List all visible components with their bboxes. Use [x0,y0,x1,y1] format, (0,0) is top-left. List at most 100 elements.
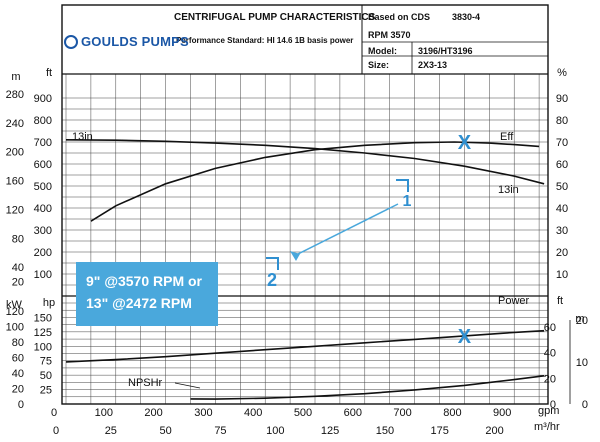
chart-axes [61,4,571,405]
model-label: Model: [368,46,397,56]
marker-bracket [266,257,279,270]
curve-npshr [190,375,545,400]
x-tick-gpm: 300 [194,407,212,419]
y-tick-head-ft: 100 [34,269,52,281]
y-tick-eff: 80 [556,115,568,127]
based-on-label: Based on CDS [368,12,431,22]
x-tick-m3hr: 200 [485,425,503,437]
x-tick-m3hr: 25 [105,425,117,437]
y-label-power-kw: kW [6,299,23,311]
curve-label-eff: Eff [500,131,514,143]
y-tick-eff: 30 [556,225,568,237]
callout-box: 9" @3570 RPM or 13" @2472 RPM [76,262,218,326]
y-tick-npsh-m: 20 [576,315,588,327]
y-tick-power-hp: 50 [40,370,52,382]
y-label-head-m: m [11,71,20,83]
y-tick-head-ft: 400 [34,203,52,215]
brand-name: GOULDS PUMPS [81,34,189,49]
y-tick-head-ft: 600 [34,159,52,171]
y-tick-eff: 40 [556,203,568,215]
x-tick-gpm: 100 [95,407,113,419]
marker-2: 2 [267,270,277,290]
y-tick-head-ft: 800 [34,115,52,127]
y-tick-npsh-ft: 40 [544,348,556,360]
model-value: 3196/HT3196 [418,46,473,56]
y-tick-eff: 60 [556,159,568,171]
x-tick-m3hr: 175 [431,425,449,437]
y-label-power-hp: hp [43,297,55,309]
y-tick-power-hp: 100 [34,341,52,353]
y-tick-head-m: 80 [12,233,24,245]
bep-marker-x: X [458,326,472,348]
curve-label-head-left: 13in [72,131,93,143]
based-on-value: 3830-4 [452,12,481,22]
y-tick-head-ft: 700 [34,137,52,149]
x-tick-gpm: 900 [493,407,511,419]
x-tick-m3hr: 100 [266,425,284,437]
y-tick-power-kw: 20 [12,384,24,396]
y-tick-power-hp: 25 [40,385,52,397]
x-tick-m3hr: 150 [376,425,394,437]
chart-title: CENTRIFUGAL PUMP CHARACTERISTICS [174,12,376,23]
y-tick-head-ft: 900 [34,93,52,105]
x-tick-gpm: 700 [393,407,411,419]
curve-label-npsh: NPSHr [128,377,163,389]
marker-bracket [396,179,409,192]
y-tick-head-m: 240 [6,118,24,130]
x-tick-m3hr: 75 [214,425,226,437]
x-tick-m3hr: 0 [53,425,59,437]
curve-label-power: Power [498,295,530,307]
bep-marker-x: X [458,132,472,154]
x-tick-gpm: 400 [244,407,262,419]
goulds-logo-icon [64,35,78,49]
curve-eff [90,141,540,222]
curve-label-head-right: 13in [498,184,519,196]
y-tick-head-m: 20 [12,277,24,289]
x-tick-m3hr: 50 [160,425,172,437]
brand-logo: GOULDS PUMPS [64,34,189,49]
y-tick-npsh-ft: 0 [550,399,556,411]
y-tick-power-hp: 75 [40,356,52,368]
curve-power [65,329,545,363]
y-tick-power-hp: 125 [34,327,52,339]
y-tick-head-m: 280 [6,89,24,101]
y-tick-power-kw: 40 [12,368,24,380]
size-value: 2X3-13 [418,60,448,70]
x-tick-m3hr: 125 [321,425,339,437]
y-tick-head-m: 120 [6,204,24,216]
y-label-head-ft: ft [46,67,52,79]
marker-1: 1 [403,193,412,210]
y-tick-npsh-ft: 60 [544,322,556,334]
x-tick-gpm: 500 [294,407,312,419]
x-tick-gpm: 200 [144,407,162,419]
y-tick-head-ft: 500 [34,181,52,193]
y-tick-eff: 90 [556,93,568,105]
arrow-head [290,251,300,261]
arrow-line [293,203,399,257]
y-tick-eff: 20 [556,247,568,259]
chart-frame [61,4,549,405]
y-tick-eff: 10 [556,269,568,281]
y-tick-eff: 50 [556,181,568,193]
y-tick-power-kw: 100 [6,322,24,334]
x-label-gpm: gpm [538,405,559,417]
y-tick-npsh-ft: 20 [544,373,556,385]
y-tick-head-m: 160 [6,176,24,188]
rpm-label: RPM 3570 [368,30,411,40]
y-tick-head-m: 200 [6,147,24,159]
size-label: Size: [368,60,390,70]
x-tick-gpm: 0 [51,407,57,419]
y-tick-power-kw: 60 [12,353,24,365]
y-tick-power-kw: 80 [12,337,24,349]
y-tick-power-kw: 0 [18,399,24,411]
callout-line-2: 13" @2472 RPM [86,295,192,311]
npsh-pointer [174,382,201,389]
chart-grid [62,74,548,405]
x-label-m3hr: m³/hr [534,421,560,433]
curve-13in [65,139,545,185]
y-label-npsh-ft: ft [557,295,563,307]
y-tick-head-m: 40 [12,262,24,274]
y-tick-head-ft: 300 [34,225,52,237]
